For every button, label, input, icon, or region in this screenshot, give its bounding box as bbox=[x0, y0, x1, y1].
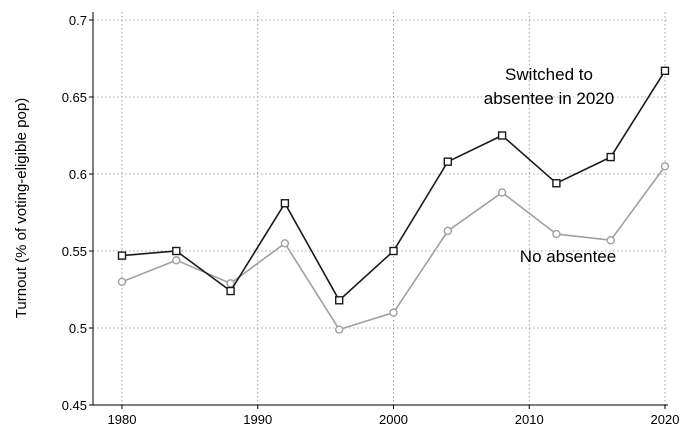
data-point-circle bbox=[443, 226, 452, 236]
series-label: absentee in 2020 bbox=[484, 89, 614, 108]
grid bbox=[93, 12, 668, 406]
data-point-square bbox=[497, 131, 507, 140]
series bbox=[117, 66, 670, 334]
data-point-circle bbox=[606, 236, 615, 245]
y-tick-label: 0.6 bbox=[69, 167, 87, 182]
data-point-square bbox=[552, 179, 561, 188]
data-point-circle bbox=[280, 239, 290, 248]
data-point-circle bbox=[389, 308, 398, 317]
data-point-square bbox=[443, 157, 452, 166]
data-point-circle bbox=[172, 256, 181, 265]
x-tick-label: 2000 bbox=[379, 412, 408, 427]
data-point-square bbox=[280, 199, 290, 208]
data-point-square bbox=[117, 251, 127, 260]
data-point-square bbox=[226, 286, 235, 296]
data-point-square bbox=[660, 66, 670, 76]
x-tick-label: 1980 bbox=[108, 412, 137, 427]
data-point-circle bbox=[552, 229, 561, 239]
data-point-circle bbox=[226, 279, 235, 288]
y-tick-label: 0.7 bbox=[69, 13, 87, 28]
axes bbox=[92, 12, 668, 406]
data-point-circle bbox=[497, 188, 507, 197]
series-labels: Switched to absentee in 2020 No absentee bbox=[484, 65, 616, 266]
y-tick-label: 0.65 bbox=[62, 90, 87, 105]
data-point-circle bbox=[117, 277, 127, 286]
data-point-circle bbox=[660, 162, 670, 171]
series-label: Switched to bbox=[505, 65, 593, 84]
data-point-square bbox=[172, 246, 181, 256]
y-axis-title: Turnout (% of voting-eligible pop) bbox=[13, 98, 30, 318]
data-point-square bbox=[606, 152, 615, 162]
tick-labels: 1980 1990 2000 2010 2020 0.45 0.5 0.55 0.6 0.65 0.… bbox=[62, 13, 680, 427]
series-label: No absentee bbox=[520, 247, 616, 266]
data-point-square bbox=[389, 246, 398, 256]
x-tick-label: 1990 bbox=[243, 412, 272, 427]
x-tick-label: 2010 bbox=[515, 412, 544, 427]
data-point-circle bbox=[335, 325, 344, 334]
data-point-square bbox=[335, 296, 344, 305]
series-no-absentee bbox=[117, 162, 670, 334]
x-tick-label: 2020 bbox=[651, 412, 680, 427]
y-tick-label: 0.5 bbox=[69, 321, 87, 336]
series-switched-to-absentee bbox=[117, 66, 670, 305]
y-tick-label: 0.45 bbox=[62, 398, 87, 413]
y-tick-label: 0.55 bbox=[62, 244, 87, 259]
